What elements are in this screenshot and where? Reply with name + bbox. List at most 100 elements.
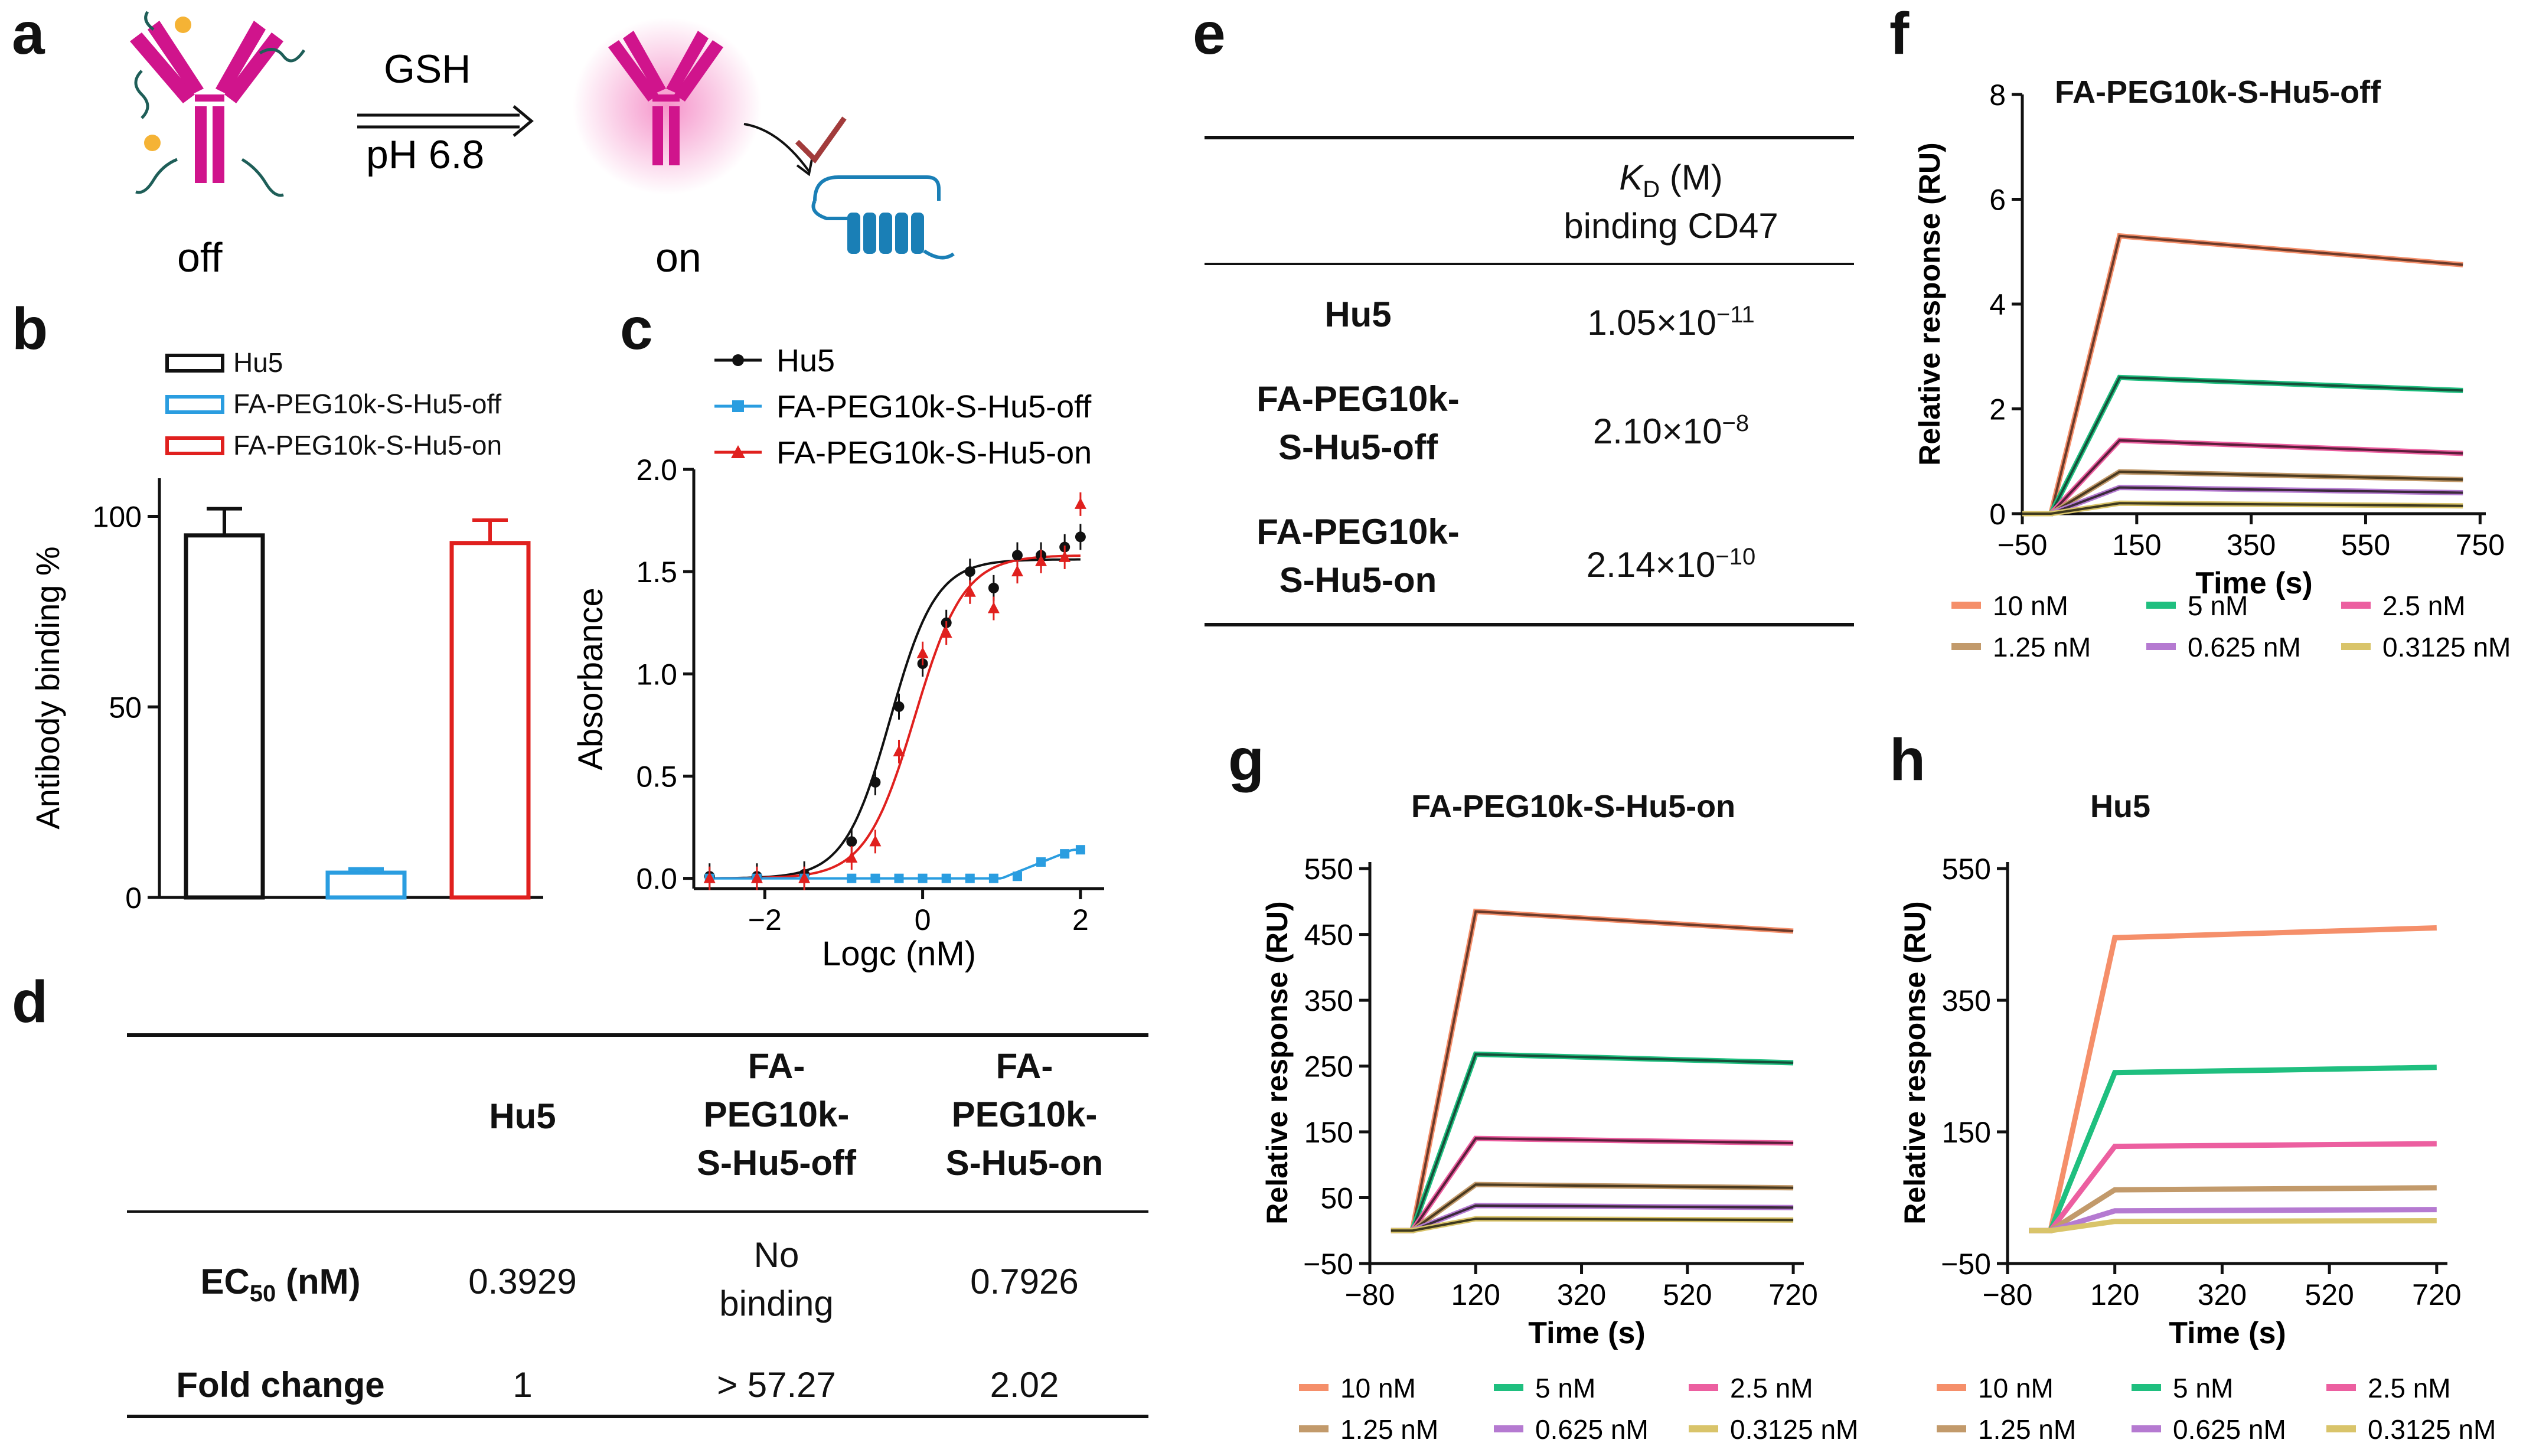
legend-label: 0.3125 nM [2382, 632, 2511, 661]
data-point [846, 851, 858, 863]
y-tick-label: 2.0 [636, 453, 677, 487]
data-point [1060, 849, 1070, 859]
table-rule-top [127, 1033, 1148, 1037]
legend-label: 5 nM [1535, 1373, 1595, 1403]
y-tick-label: 450 [1304, 919, 1353, 952]
panel-label-b: b [12, 296, 48, 362]
panel-c-dose-response-chart: Hu5 FA-PEG10k-S-Hu5-off FA-PEG10k-S-Hu5-on… [572, 343, 1104, 973]
data-point [988, 582, 999, 593]
x-tick-label: 320 [1557, 1278, 1606, 1311]
legend-label: 2.5 nM [2382, 590, 2466, 621]
bar [325, 870, 407, 900]
panel-f-spr-chart: 0 2 4 6 8 −50 150 350 550 750 Time (s) Relative res… [1913, 79, 2511, 661]
y-tick-label: 150 [1942, 1116, 1991, 1149]
data-point [894, 873, 904, 883]
state-on-label: on [655, 234, 701, 280]
data-point [869, 835, 882, 847]
y-tick-label: 150 [1304, 1116, 1353, 1149]
y-tick-label: 0.5 [636, 760, 677, 794]
folate-icon [175, 17, 191, 33]
data-point [1036, 857, 1046, 867]
legend-label: Hu5 [776, 343, 835, 378]
y-axis-label: Relative response (RU) [1898, 901, 1931, 1224]
legend-label: 0.3125 nM [1730, 1414, 1858, 1445]
x-tick-label: 720 [1768, 1278, 1817, 1311]
table-cell: No binding [719, 1235, 834, 1323]
x-tick-label: −80 [1983, 1278, 2033, 1311]
panel-label-h: h [1889, 727, 1926, 793]
panel-label-c: c [620, 296, 653, 362]
y-tick-label: 550 [1304, 853, 1353, 886]
legend-label: 1.25 nM [1993, 632, 2091, 661]
x-tick-label: −80 [1345, 1278, 1395, 1311]
fit-line [1391, 1217, 1794, 1232]
curve-arrow-icon [743, 123, 810, 172]
legend-swatch [165, 354, 224, 373]
cd47-receptor-icon [811, 175, 955, 260]
sensorgram-line [1391, 908, 1794, 1233]
legend-label: 1.25 nM [1978, 1414, 2076, 1445]
bar [449, 541, 531, 900]
data-point [918, 873, 928, 883]
x-tick-label: −50 [1997, 528, 2048, 561]
fit-line [2022, 502, 2463, 515]
data-point [798, 871, 811, 883]
fit-curve [709, 558, 1081, 880]
data-point [964, 585, 976, 597]
y-tick-label: 4 [1989, 288, 2006, 321]
data-point [870, 776, 881, 788]
y-axis-label: Absorbance [572, 587, 610, 771]
y-tick-label: 350 [1304, 984, 1353, 1017]
panel-f-title: FA-PEG10k-S-Hu5-off [2055, 74, 2381, 110]
data-point [1074, 497, 1086, 509]
x-tick-label: 120 [1451, 1278, 1500, 1311]
table-cell-kd: 1.05×10−11 [1587, 302, 1755, 342]
y-tick-label: 0.0 [636, 863, 677, 896]
table-row-fold-label: Fold change [176, 1365, 385, 1405]
y-axis-label: Relative response (RU) [1913, 142, 1946, 465]
y-tick-label: −50 [1941, 1248, 1991, 1281]
legend-label: 0.625 nM [1535, 1414, 1649, 1445]
data-point [1059, 550, 1071, 562]
y-tick-label: 550 [1942, 853, 1991, 886]
y-tick-label: 1.0 [636, 658, 677, 691]
data-point [1011, 565, 1023, 577]
y-tick-label: 250 [1304, 1050, 1353, 1083]
x-tick-label: 0 [915, 903, 931, 936]
arrow-label-top: GSH [384, 47, 471, 92]
table-cell: 0.7926 [970, 1262, 1079, 1301]
x-tick-label: −2 [748, 903, 782, 936]
x-tick-label: 320 [2198, 1278, 2247, 1311]
data-point [987, 602, 1000, 613]
y-tick-label: 1.5 [636, 556, 677, 589]
legend-label: 1.25 nM [1340, 1414, 1438, 1445]
data-point [750, 871, 763, 883]
panel-label-f: f [1889, 1, 1910, 67]
data-point [846, 836, 857, 847]
y-tick-label: 6 [1989, 184, 2006, 217]
data-point [916, 647, 929, 658]
legend-label: 2.5 nM [1730, 1373, 1813, 1403]
legend-marker [731, 445, 745, 458]
legend-label: 5 nM [2173, 1373, 2233, 1403]
table-row-name: Hu5 [1324, 295, 1392, 334]
table-rule-bottom [1205, 623, 1854, 626]
table-cell-kd: 2.14×10−10 [1586, 544, 1756, 585]
data-point [1012, 871, 1022, 882]
y-tick-label: 100 [93, 501, 142, 534]
panel-a-schematic: off GSH pH 6.8 on [130, 11, 955, 280]
antibody-on-icon [608, 31, 723, 165]
legend-marker [732, 400, 744, 412]
y-tick-label: 0 [125, 882, 142, 915]
data-point [703, 871, 716, 883]
data-point [940, 626, 952, 638]
legend-label: FA-PEG10k-S-Hu5-off [776, 389, 1092, 425]
x-tick-label: 520 [2305, 1278, 2354, 1311]
legend-label: FA-PEG10k-S-Hu5-off [233, 389, 502, 419]
legend-swatch [165, 436, 224, 455]
panel-g-title: FA-PEG10k-S-Hu5-on [1411, 789, 1736, 824]
arrow-label-bottom: pH 6.8 [366, 132, 484, 177]
y-axis-label: Antibody binding % [29, 546, 66, 829]
x-tick-label: 720 [2412, 1278, 2461, 1311]
checkmark-icon [795, 116, 847, 164]
